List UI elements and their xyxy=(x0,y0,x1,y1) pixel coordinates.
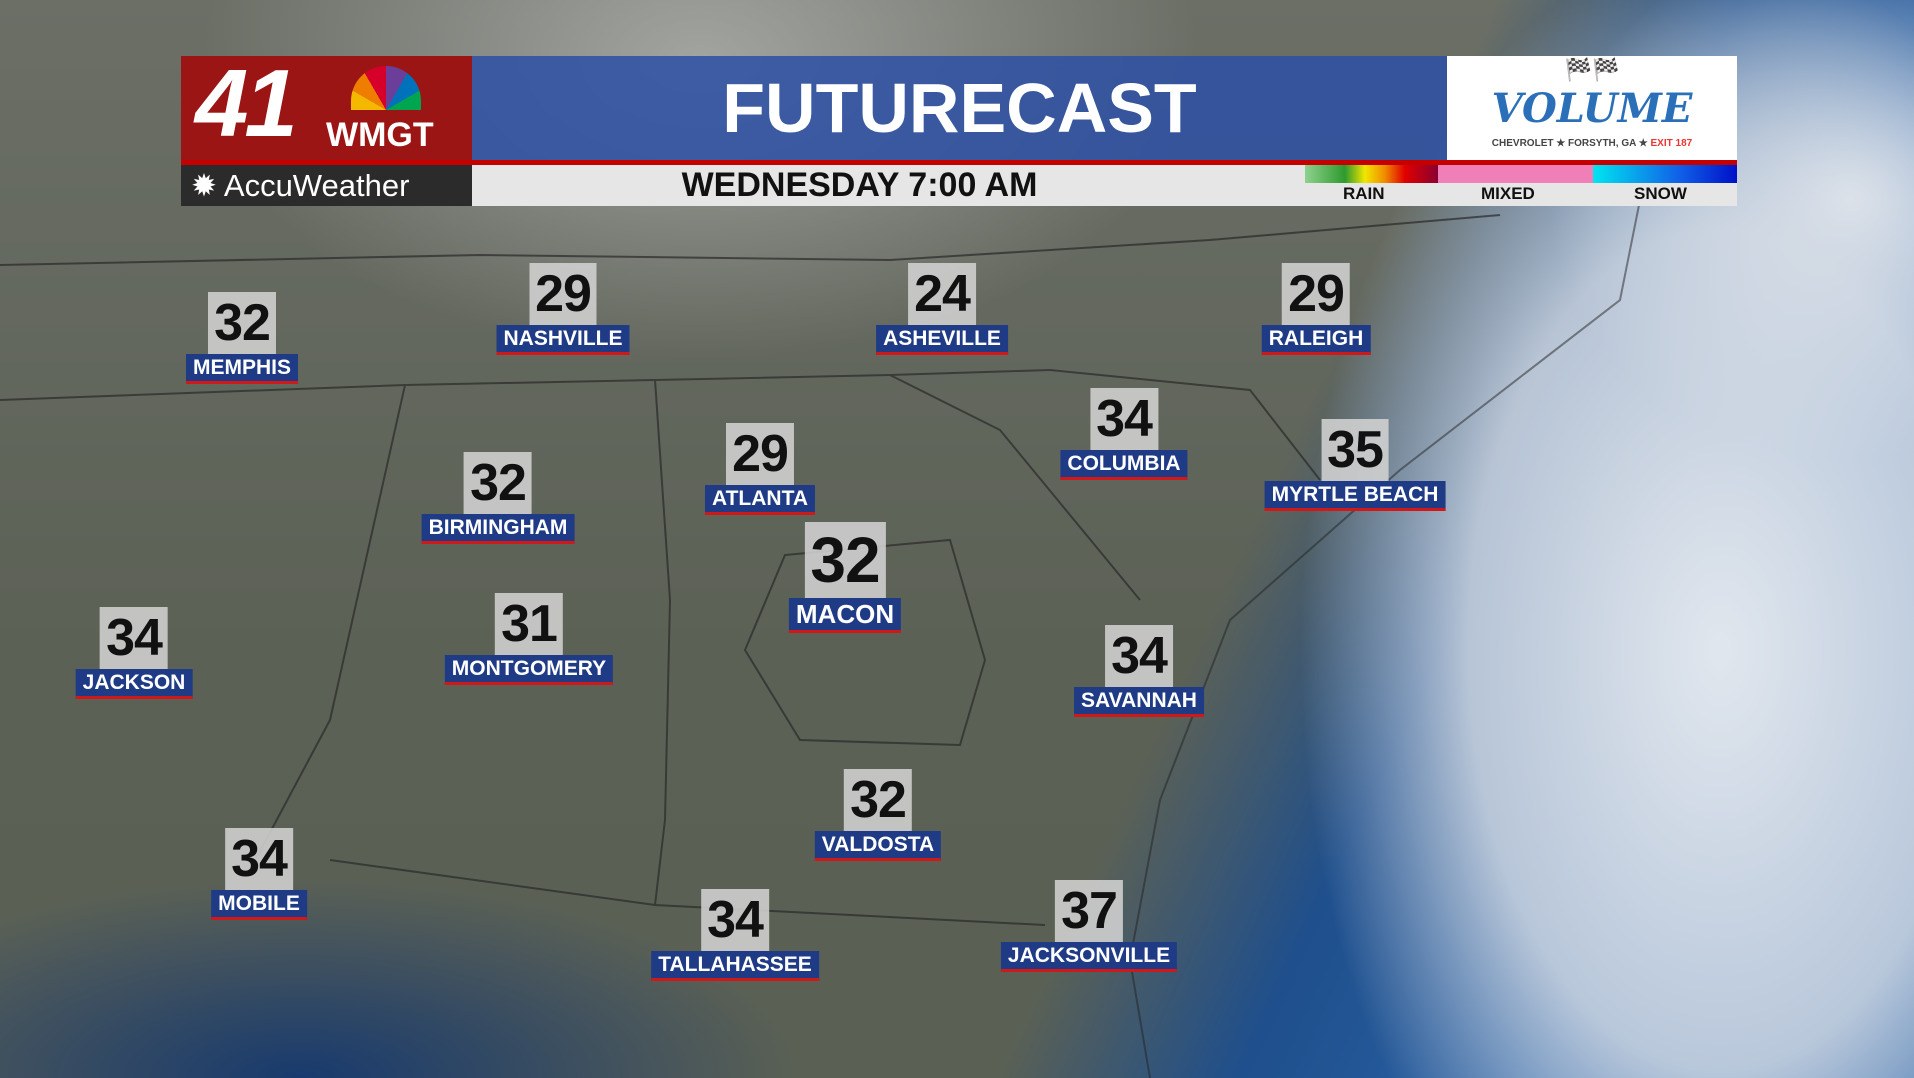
snow-label: SNOW xyxy=(1634,184,1687,203)
city-temperature: 29 xyxy=(1282,263,1350,325)
city-temperature: 34 xyxy=(225,828,293,890)
checkered-flags-icon: 🏁🏁 xyxy=(1564,57,1620,82)
city-raleigh: 29 RALEIGH xyxy=(1261,263,1371,355)
city-name: BIRMINGHAM xyxy=(421,514,575,544)
city-name: MONTGOMERY xyxy=(444,655,614,685)
city-savannah: 34 SAVANNAH xyxy=(1074,625,1204,717)
city-temperature: 34 xyxy=(1105,625,1173,687)
city-temperature: 29 xyxy=(529,263,597,325)
city-temperature: 32 xyxy=(844,769,912,831)
tagline-right: EXIT 187 xyxy=(1650,138,1693,149)
city-tallahassee: 34 TALLAHASSEE xyxy=(651,889,819,981)
brand-name: AccuWeather xyxy=(223,168,410,203)
snow-bar xyxy=(1593,165,1737,183)
city-memphis: 32 MEMPHIS xyxy=(185,292,299,384)
city-name: TALLAHASSEE xyxy=(651,951,819,981)
city-asheville: 24 ASHEVILLE xyxy=(876,263,1008,355)
city-name: VALDOSTA xyxy=(814,831,942,861)
city-name: JACKSON xyxy=(75,669,193,699)
city-myrtle-beach: 35 MYRTLE BEACH xyxy=(1264,419,1446,511)
page-title: FUTURECAST xyxy=(472,56,1447,160)
city-name: COLUMBIA xyxy=(1060,450,1188,480)
city-temperature: 34 xyxy=(100,607,168,669)
sponsor-logo: 🏁🏁 VOLUME CHEVROLET ★ FORSYTH, GA ★ EXIT… xyxy=(1447,56,1737,160)
city-name: SAVANNAH xyxy=(1074,687,1204,717)
sun-icon: ✹ xyxy=(191,168,217,203)
city-name: MACON xyxy=(788,598,902,633)
city-temperature: 24 xyxy=(908,263,976,325)
city-name: ATLANTA xyxy=(704,485,816,515)
city-jacksonville: 37 JACKSONVILLE xyxy=(1000,880,1178,972)
city-atlanta: 29 ATLANTA xyxy=(704,423,816,515)
time-bar: WEDNESDAY 7:00 AM RAIN MIXED SNOW xyxy=(472,165,1737,206)
city-temperature: 34 xyxy=(701,889,769,951)
mixed-bar xyxy=(1438,165,1593,183)
city-temperature: 32 xyxy=(464,452,532,514)
city-name: RALEIGH xyxy=(1261,325,1371,355)
city-temperature: 37 xyxy=(1055,880,1123,942)
tagline-left: CHEVROLET xyxy=(1491,138,1554,149)
valid-time: WEDNESDAY 7:00 AM xyxy=(681,166,1038,204)
precip-legend: RAIN MIXED SNOW xyxy=(1305,165,1737,206)
nbc-peacock-icon xyxy=(351,66,421,110)
city-name: MOBILE xyxy=(211,890,307,920)
sponsor-name: VOLUME xyxy=(1491,85,1693,132)
city-temperature: 29 xyxy=(726,423,794,485)
city-temperature: 32 xyxy=(208,292,276,354)
city-name: MYRTLE BEACH xyxy=(1264,481,1446,511)
station-logo: 41 WMGT xyxy=(181,50,472,160)
city-name: JACKSONVILLE xyxy=(1000,942,1178,972)
mixed-label: MIXED xyxy=(1481,184,1535,203)
divider xyxy=(181,160,1737,165)
city-name: MEMPHIS xyxy=(185,354,299,384)
city-temperature: 32 xyxy=(804,522,886,598)
city-valdosta: 32 VALDOSTA xyxy=(814,769,942,861)
station-call-letters: WMGT xyxy=(326,116,434,154)
city-macon: 32 MACON xyxy=(788,522,902,633)
city-columbia: 34 COLUMBIA xyxy=(1060,388,1188,480)
city-temperature: 31 xyxy=(495,593,563,655)
city-montgomery: 31 MONTGOMERY xyxy=(444,593,614,685)
sponsor-tagline: CHEVROLET ★ FORSYTH, GA ★ EXIT 187 xyxy=(1491,138,1693,149)
tagline-mid: FORSYTH, GA xyxy=(1568,138,1636,149)
city-temperature: 35 xyxy=(1321,419,1389,481)
city-name: NASHVILLE xyxy=(496,325,630,355)
header-banner: 41 WMGT FUTURECAST 🏁🏁 VOLUME CHEVROLET ★… xyxy=(181,50,1737,206)
station-number: 41 xyxy=(195,50,298,157)
city-birmingham: 32 BIRMINGHAM xyxy=(421,452,575,544)
rain-label: RAIN xyxy=(1343,184,1385,203)
city-nashville: 29 NASHVILLE xyxy=(496,263,630,355)
city-temperature: 34 xyxy=(1090,388,1158,450)
city-name: ASHEVILLE xyxy=(876,325,1008,355)
accuweather-logo: ✹ AccuWeather xyxy=(181,165,472,206)
city-jackson: 34 JACKSON xyxy=(75,607,193,699)
rain-bar xyxy=(1305,165,1438,183)
city-mobile: 34 MOBILE xyxy=(211,828,307,920)
